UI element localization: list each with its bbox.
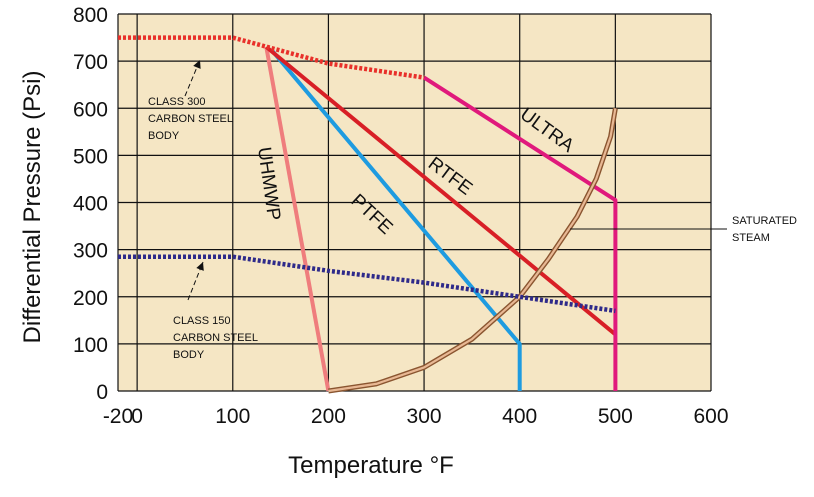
series-line-uhmwp (264, 46, 331, 392)
annotation-class-150-carbon-steel-body-line: CARBON STEEL (173, 332, 258, 344)
y-tick-label: 200 (73, 287, 108, 310)
annotation-class-300-carbon-steel-body-line: BODY (148, 130, 180, 142)
annotation-arrowhead (193, 60, 201, 69)
annotation-class-150-carbon-steel-body-line: BODY (173, 349, 205, 361)
x-tick-label: -20 (103, 405, 133, 428)
x-tick-label: 400 (502, 405, 537, 428)
y-tick-label: 800 (73, 4, 108, 27)
series-line-ultra (423, 75, 618, 391)
x-tick-label: 500 (598, 405, 633, 428)
y-tick-label: 400 (73, 193, 108, 216)
x-axis-title: Temperature °F (288, 452, 454, 479)
series (118, 35, 618, 394)
y-axis-title: Differential Pressure (Psi) (19, 71, 46, 344)
x-tick-label: 200 (311, 405, 346, 428)
x-tick-label: 100 (215, 405, 250, 428)
annotation-saturated-steam-line: SATURATED (732, 215, 797, 227)
annotation-class-300-carbon-steel-body-line: CLASS 300 (148, 96, 205, 108)
annotation-saturated-steam-line: STEAM (732, 232, 770, 244)
y-tick-label: 0 (96, 381, 108, 404)
y-tick-label: 600 (73, 98, 108, 121)
annotations: CLASS 300 CARBON STEEL BODY CLASS 150 CARBON… (148, 59, 797, 361)
series-line-ptfe (269, 48, 522, 391)
series-line-class-300-carbon-steel-body (118, 35, 425, 80)
series-line-rtfe (265, 45, 617, 336)
y-tick-label: 300 (73, 240, 108, 263)
x-tick-label: 300 (407, 405, 442, 428)
y-tick-labels: 0 100 200 300 400 500 600 700 800 (73, 4, 108, 404)
series-line-saturated-steam (328, 108, 617, 393)
series-line-class-150-carbon-steel-body (118, 254, 616, 314)
annotation-class-150-carbon-steel-body-line: CLASS 150 (173, 315, 230, 327)
x-tick-label: 600 (693, 405, 728, 428)
x-tick-label: 0 (131, 405, 143, 428)
annotation-arrowhead (196, 262, 204, 271)
y-tick-label: 500 (73, 145, 108, 168)
y-tick-label: 700 (73, 51, 108, 74)
y-tick-label: 100 (73, 334, 108, 357)
grid (117, 13, 712, 392)
x-tick-labels: -200 100 200 300 400 500 600 (103, 405, 729, 428)
annotation-class-300-carbon-steel-body-line: CARBON STEEL (148, 113, 233, 125)
